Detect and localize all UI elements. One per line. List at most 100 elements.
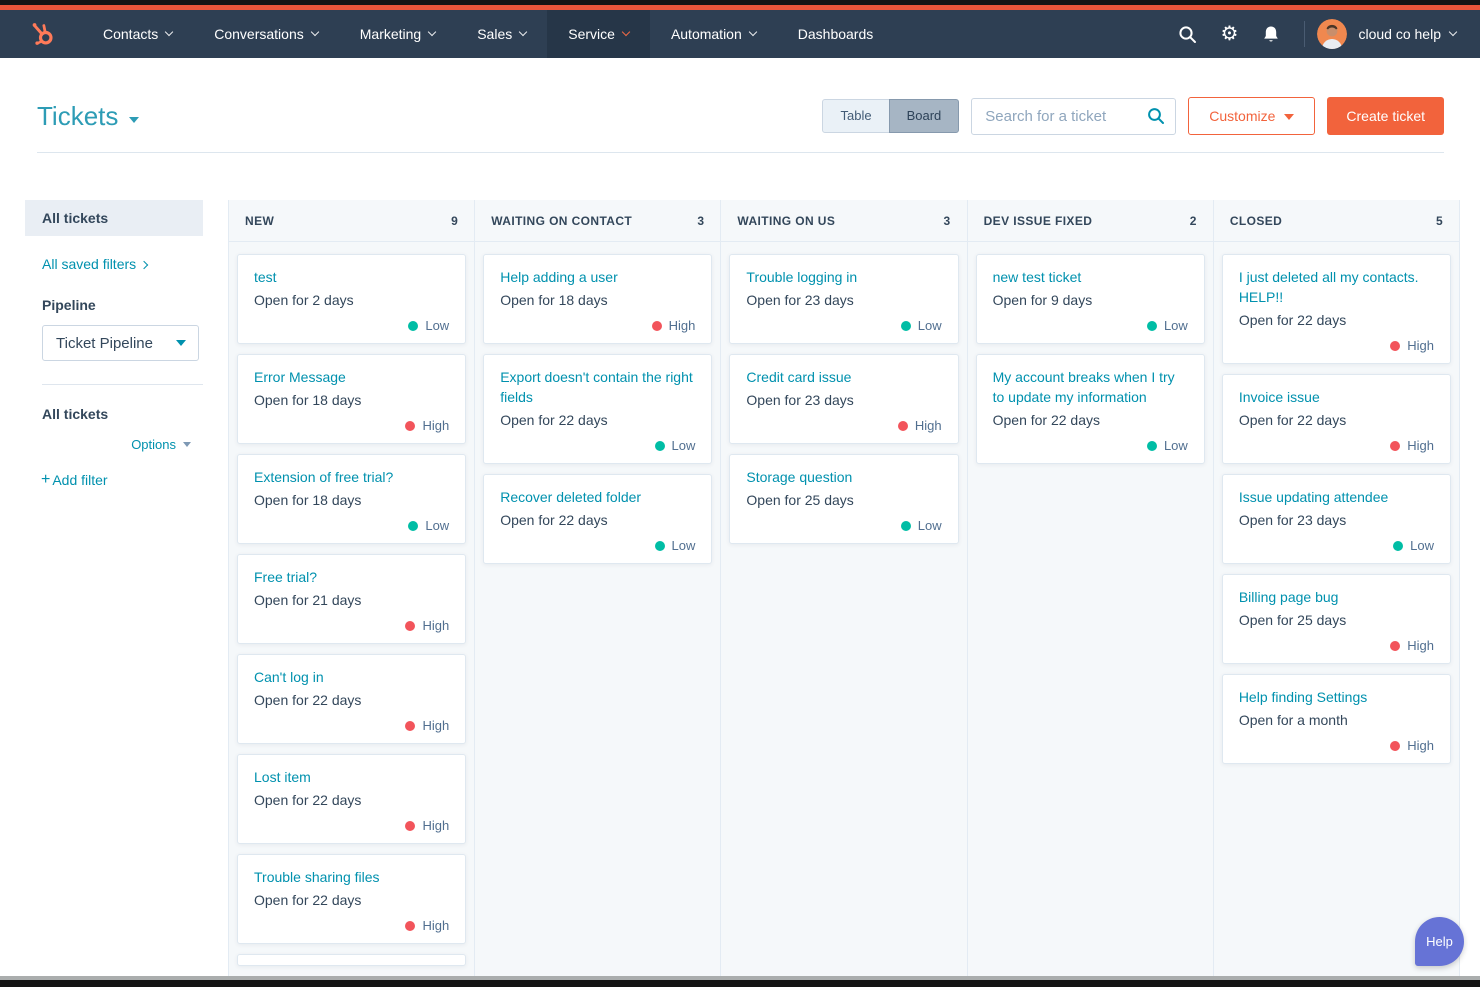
- nav-item-contacts[interactable]: Contacts: [82, 10, 193, 58]
- chevron-down-icon: [748, 27, 758, 37]
- nav-item-sales[interactable]: Sales: [456, 10, 547, 58]
- ticket-title[interactable]: Invoice issue: [1238, 389, 1320, 405]
- ticket-search-input[interactable]: [971, 97, 1177, 135]
- ticket-title[interactable]: Error Message: [254, 369, 346, 385]
- ticket-card[interactable]: Can't log in Open for 22 days High: [237, 654, 467, 744]
- hubspot-logo[interactable]: [0, 20, 82, 48]
- column-title: NEW: [245, 213, 275, 228]
- ticket-title[interactable]: Export doesn't contain the right fields: [500, 369, 693, 405]
- ticket-title[interactable]: Free trial?: [254, 569, 318, 585]
- nav-item-dashboards[interactable]: Dashboards: [777, 10, 895, 58]
- page-title-dropdown[interactable]: Tickets: [37, 101, 140, 132]
- ticket-title[interactable]: Credit card issue: [746, 369, 852, 385]
- options-menu[interactable]: Options: [25, 437, 191, 452]
- nav-item-marketing[interactable]: Marketing: [339, 10, 456, 58]
- account-name: cloud co help: [1358, 26, 1441, 42]
- nav-item-conversations[interactable]: Conversations: [193, 10, 339, 58]
- column-header: WAITING ON US 3: [721, 200, 967, 242]
- ticket-card-partial[interactable]: [237, 954, 467, 966]
- ticket-card[interactable]: Help adding a user Open for 18 days High: [483, 254, 713, 344]
- ticket-title[interactable]: Help finding Settings: [1238, 689, 1368, 705]
- sidebar-item-all-tickets[interactable]: All tickets: [25, 200, 203, 236]
- priority-dot: [1390, 440, 1401, 451]
- ticket-card[interactable]: I just deleted all my contacts. HELP!! O…: [1221, 254, 1452, 364]
- ticket-title[interactable]: Trouble logging in: [746, 269, 858, 285]
- ticket-title[interactable]: new test ticket: [992, 269, 1082, 285]
- help-button[interactable]: Help: [1415, 917, 1464, 966]
- board-column-dev-issue-fixed: DEV ISSUE FIXED 2 new test ticket Open f…: [967, 200, 1214, 978]
- column-cards: test Open for 2 days Low Error Message O…: [229, 242, 474, 978]
- pipeline-select[interactable]: Ticket Pipeline: [42, 325, 199, 361]
- ticket-title[interactable]: My account breaks when I try to update m…: [992, 369, 1175, 405]
- priority-dot: [408, 320, 419, 331]
- ticket-priority: High: [254, 818, 449, 833]
- ticket-card[interactable]: test Open for 2 days Low: [237, 254, 467, 344]
- customize-button[interactable]: Customize: [1188, 97, 1316, 135]
- account-menu[interactable]: cloud co help: [1358, 26, 1458, 42]
- ticket-title[interactable]: Billing page bug: [1238, 589, 1339, 605]
- search-icon[interactable]: [1166, 10, 1208, 58]
- ticket-card[interactable]: Credit card issue Open for 23 days High: [729, 354, 959, 444]
- ticket-card[interactable]: Billing page bug Open for 25 days High: [1221, 574, 1452, 664]
- avatar[interactable]: [1317, 19, 1348, 49]
- priority-label: High: [1407, 338, 1435, 353]
- gear-icon[interactable]: ⚙: [1220, 23, 1239, 45]
- caret-down-icon: [1284, 114, 1295, 120]
- ticket-title[interactable]: Storage question: [746, 469, 853, 485]
- ticket-card[interactable]: My account breaks when I try to update m…: [975, 354, 1205, 464]
- ticket-card[interactable]: Invoice issue Open for 22 days High: [1221, 374, 1452, 464]
- priority-dot: [1393, 540, 1404, 551]
- ticket-card[interactable]: Trouble logging in Open for 23 days Low: [729, 254, 959, 344]
- all-saved-filters-link[interactable]: All saved filters: [42, 256, 149, 272]
- priority-dot: [405, 420, 416, 431]
- ticket-priority: Low: [254, 518, 449, 533]
- ticket-card[interactable]: Extension of free trial? Open for 18 day…: [237, 454, 467, 544]
- ticket-card[interactable]: Recover deleted folder Open for 22 days …: [483, 474, 713, 564]
- create-ticket-button[interactable]: Create ticket: [1327, 97, 1444, 135]
- ticket-priority: Low: [1239, 538, 1434, 553]
- priority-label: Low: [917, 318, 942, 333]
- ticket-card[interactable]: Export doesn't contain the right fields …: [483, 354, 713, 464]
- ticket-title[interactable]: Help adding a user: [500, 269, 618, 285]
- ticket-title[interactable]: Recover deleted folder: [500, 489, 642, 505]
- ticket-card[interactable]: Error Message Open for 18 days High: [237, 354, 467, 444]
- ticket-title[interactable]: Issue updating attendee: [1238, 489, 1389, 505]
- ticket-card[interactable]: Trouble sharing files Open for 22 days H…: [237, 854, 467, 944]
- priority-label: High: [914, 418, 942, 433]
- ticket-priority: High: [1239, 438, 1434, 453]
- ticket-card[interactable]: Help finding Settings Open for a month H…: [1221, 674, 1452, 764]
- toolbar: Table Board Customize Create ticket: [822, 97, 1444, 135]
- ticket-age: Open for 22 days: [500, 512, 608, 528]
- priority-label: High: [422, 918, 450, 933]
- table-view-button[interactable]: Table: [822, 99, 890, 133]
- chevron-down-icon: [519, 27, 528, 37]
- search-icon[interactable]: [1147, 107, 1165, 130]
- ticket-card[interactable]: Storage question Open for 25 days Low: [729, 454, 959, 544]
- ticket-title[interactable]: Lost item: [254, 769, 311, 785]
- ticket-priority: Low: [746, 318, 942, 333]
- priority-label: Low: [425, 318, 450, 333]
- ticket-card[interactable]: Lost item Open for 22 days High: [237, 754, 467, 844]
- board-view-button[interactable]: Board: [888, 99, 960, 133]
- ticket-card[interactable]: Free trial? Open for 21 days High: [237, 554, 467, 644]
- board-column-closed: CLOSED 5 I just deleted all my contacts.…: [1213, 200, 1460, 978]
- priority-label: High: [1407, 738, 1435, 753]
- bell-icon[interactable]: [1250, 10, 1292, 58]
- ticket-title[interactable]: Can't log in: [254, 669, 324, 685]
- column-cards: new test ticket Open for 9 days Low My a…: [968, 242, 1213, 476]
- column-count: 2: [1189, 213, 1197, 228]
- ticket-priority: High: [254, 718, 449, 733]
- frame-top-edge: [0, 0, 1480, 5]
- ticket-title[interactable]: I just deleted all my contacts. HELP!!: [1238, 269, 1419, 305]
- ticket-card[interactable]: Issue updating attendee Open for 23 days…: [1221, 474, 1452, 564]
- nav-item-service[interactable]: Service: [547, 10, 650, 58]
- add-filter-button[interactable]: Add filter: [41, 471, 107, 489]
- ticket-card[interactable]: new test ticket Open for 9 days Low: [975, 254, 1205, 344]
- ticket-title[interactable]: test: [254, 269, 277, 285]
- nav-item-label: Sales: [477, 26, 513, 42]
- horizontal-scrollbar[interactable]: [0, 976, 1480, 980]
- ticket-title[interactable]: Extension of free trial?: [254, 469, 394, 485]
- nav-item-automation[interactable]: Automation: [650, 10, 777, 58]
- chevron-down-icon: [165, 27, 174, 37]
- ticket-title[interactable]: Trouble sharing files: [254, 869, 380, 885]
